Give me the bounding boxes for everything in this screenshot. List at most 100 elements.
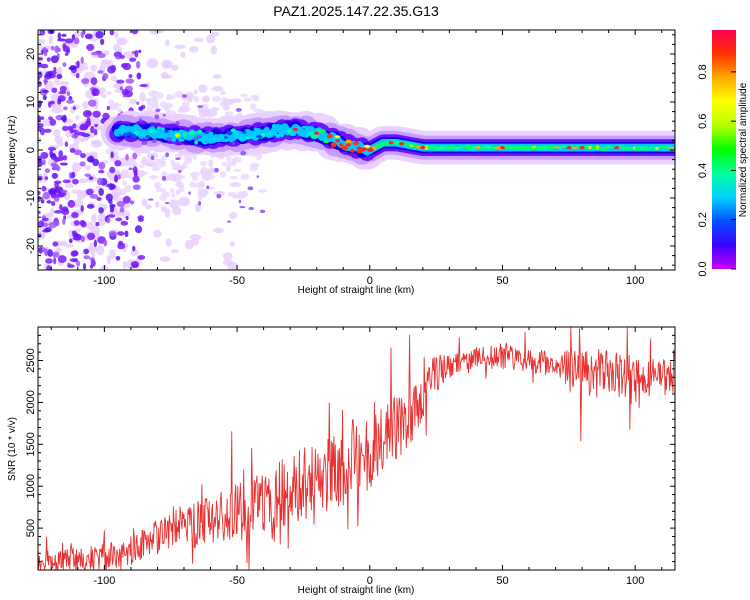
spectrogram-peak: [330, 142, 337, 148]
snr-xtick-label: 100: [626, 575, 644, 587]
spectrogram-haze: [225, 165, 231, 172]
spectrogram-haze: [114, 31, 119, 39]
spectrogram-haze: [184, 157, 193, 164]
spectrogram-haze: [100, 94, 108, 99]
spectrogram-haze: [227, 191, 238, 197]
spectrogram-blob: [138, 106, 144, 111]
spectrogram-blob: [216, 193, 222, 199]
spectrogram-blob: [46, 57, 51, 62]
spectrogram-blob: [38, 115, 41, 123]
spectrogram-blob: [38, 190, 41, 196]
spectrogram-blob: [67, 199, 76, 208]
spectrogram-haze: [221, 96, 227, 104]
spectrogram-haze: [137, 172, 145, 177]
spectrogram-blob: [116, 201, 126, 208]
spectrogram-blob: [43, 78, 48, 85]
spectrogram-blob: [198, 200, 202, 206]
spectrogram-blob: [94, 123, 98, 128]
spectrogram-blob: [50, 45, 55, 51]
spectrogram-haze: [166, 93, 171, 101]
spectrogram-haze: [108, 99, 114, 105]
spectrogram-haze: [219, 170, 227, 178]
spectrogram-peak: [264, 126, 270, 131]
spectrogram-haze: [189, 45, 199, 53]
spectrogram-blob: [135, 60, 141, 69]
spectrogram-haze: [121, 180, 127, 186]
spectrogram-max: [346, 143, 352, 147]
spectrogram-ytick-label: -10: [25, 190, 37, 206]
spectrogram-blob: [136, 72, 142, 80]
spectrogram-haze: [71, 162, 82, 172]
spectrogram-blob: [115, 56, 121, 60]
spectrogram-haze: [148, 175, 158, 180]
spectrogram-blob: [82, 110, 92, 118]
spectrogram-blob: [59, 162, 68, 166]
spectrogram-blob: [86, 204, 95, 209]
spectrogram-haze: [155, 187, 166, 193]
spectrogram-blob: [175, 157, 181, 161]
spectrogram-blob: [71, 34, 76, 41]
spectrogram-peak: [606, 145, 611, 149]
spectrogram-blob: [161, 175, 167, 181]
spectrogram-blob: [39, 30, 46, 36]
spectrogram-blob: [41, 185, 47, 192]
spectrogram-peak: [595, 145, 600, 150]
spectrogram-blob: [106, 214, 116, 218]
spectrogram-haze: [146, 58, 159, 69]
spectrogram-peak: [405, 142, 411, 147]
spectrogram-peak: [640, 146, 644, 151]
spectrogram-blob: [132, 184, 141, 191]
spectrogram-blob: [259, 209, 266, 214]
spectrogram-blob: [71, 230, 77, 235]
spectrogram-haze: [220, 90, 226, 95]
spectrogram-blob: [131, 30, 139, 35]
spectrogram-haze: [212, 74, 222, 79]
spectrogram-haze: [170, 188, 175, 194]
spectrogram-blob: [139, 117, 143, 123]
spectrogram-blob: [46, 200, 52, 204]
spectrogram-blob: [45, 258, 53, 264]
spectrogram-blob: [116, 79, 125, 84]
spectrogram-blob: [76, 260, 81, 267]
spectrogram-haze: [175, 189, 180, 196]
spectrogram-haze: [178, 196, 190, 207]
spectrogram-blob: [95, 31, 104, 39]
spectrogram-haze: [181, 101, 190, 107]
spectrogram-blob: [118, 133, 123, 137]
spectrogram-blob: [54, 45, 60, 54]
spectrogram-blob: [53, 66, 57, 72]
spectrogram-max: [361, 147, 367, 151]
spectrogram-haze: [91, 213, 97, 223]
snr-marks: [38, 327, 675, 570]
spectrogram-blob: [103, 239, 108, 247]
spectrogram-blob: [53, 257, 57, 265]
spectrogram-haze: [154, 182, 162, 189]
spectrogram-blob: [71, 212, 79, 219]
spectrogram-blob: [38, 210, 41, 215]
spectrogram-haze: [90, 64, 98, 72]
spectrogram-haze: [174, 91, 185, 98]
spectrogram-haze: [208, 159, 213, 168]
spectrogram-haze: [175, 153, 180, 157]
spectrogram-haze: [193, 89, 198, 95]
spectrogram-blob: [83, 248, 90, 255]
spectrogram-blob: [48, 188, 56, 196]
spectrogram-haze: [48, 35, 53, 45]
spectrogram-blob: [48, 221, 57, 229]
spectrogram-haze: [241, 190, 248, 198]
spectrogram-peak: [164, 130, 169, 133]
spectrogram-peak: [625, 146, 630, 150]
spectrogram-blob: [214, 167, 219, 173]
spectrogram-haze: [201, 111, 209, 116]
spectrogram-haze: [190, 171, 200, 178]
spectrogram-blob: [85, 188, 94, 196]
spectrogram-haze: [169, 199, 180, 209]
spectrogram-peak: [237, 136, 244, 141]
spectrogram-peak: [141, 132, 148, 136]
spectrogram-max: [614, 146, 620, 150]
spectrogram-haze: [90, 225, 100, 235]
spectrogram-peak: [160, 127, 166, 131]
spectrogram-peak: [591, 146, 597, 151]
snr-xlabel: Height of straight line (km): [298, 585, 415, 596]
spectrogram-haze: [65, 243, 74, 248]
